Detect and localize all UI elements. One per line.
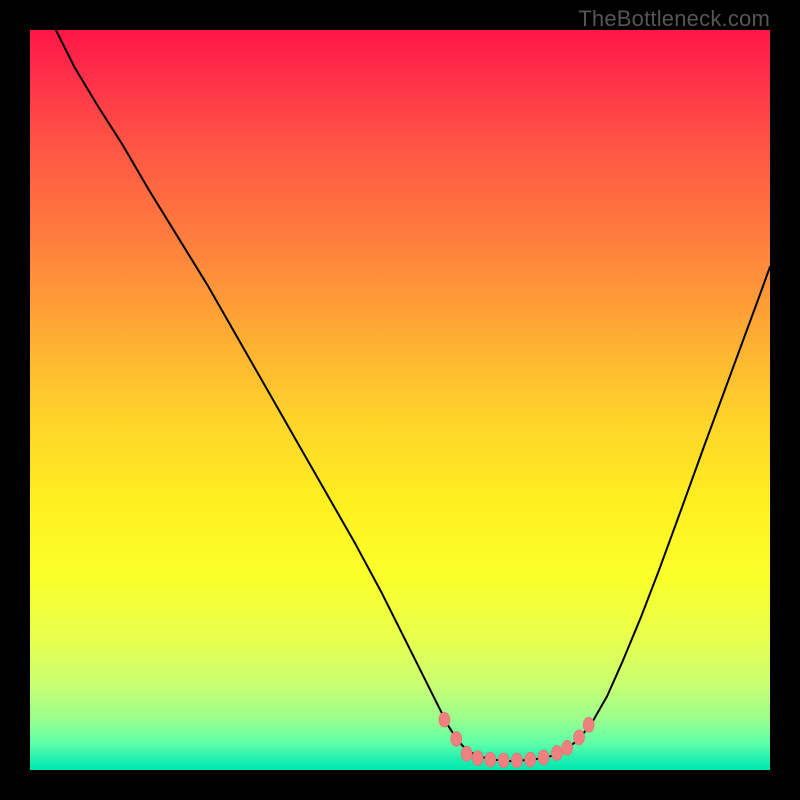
curve-marker — [439, 712, 450, 727]
plot-area — [30, 30, 770, 770]
curve-marker — [485, 752, 496, 767]
curve-marker — [498, 753, 509, 768]
curve-marker — [472, 751, 483, 766]
curve-marker — [562, 740, 573, 755]
curve-marker — [525, 752, 536, 767]
curve-marker — [551, 745, 562, 760]
marker-group — [439, 712, 594, 768]
curve-marker — [574, 730, 585, 745]
curve-marker — [538, 750, 549, 765]
curve-layer — [30, 30, 770, 770]
bottleneck-curve — [56, 30, 770, 761]
curve-marker — [583, 717, 594, 732]
curve-marker — [461, 746, 472, 761]
curve-marker — [451, 731, 462, 746]
outer-frame: TheBottleneck.com — [0, 0, 800, 800]
curve-marker — [511, 753, 522, 768]
watermark-label: TheBottleneck.com — [578, 6, 770, 32]
